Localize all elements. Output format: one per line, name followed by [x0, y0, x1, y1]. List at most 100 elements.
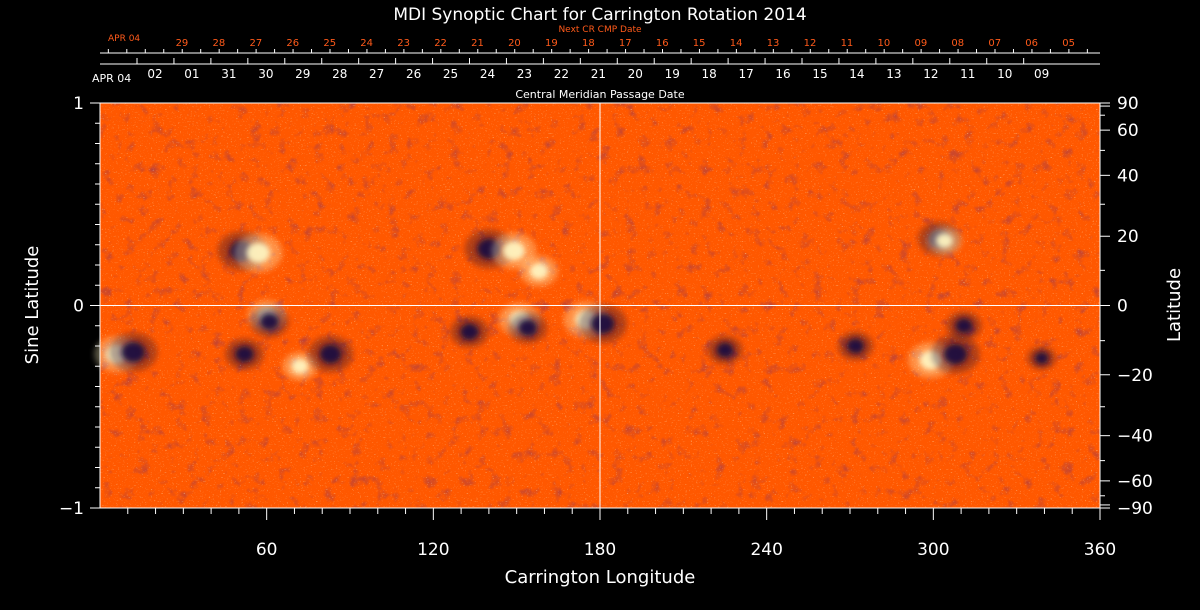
y-tick-label-right: 20	[1117, 227, 1139, 247]
next-rotation-day-label: 21	[471, 38, 484, 49]
negative-polarity-region	[716, 342, 734, 358]
next-rotation-day-label: 13	[767, 38, 780, 49]
y-tick-label-right: 0	[1117, 297, 1128, 317]
cmp-day-label: 28	[332, 67, 347, 81]
negative-polarity-region	[1034, 351, 1049, 365]
positive-polarity-region	[246, 242, 271, 264]
y-tick-label-left: 1	[73, 94, 84, 114]
chart-title: MDI Synoptic Chart for Carrington Rotati…	[393, 5, 806, 25]
x-tick-label: 240	[750, 540, 782, 560]
next-rotation-start-label: APR 04	[108, 34, 140, 44]
cmp-day-label: 14	[849, 67, 864, 81]
cmp-day-label: 09	[1034, 67, 1049, 81]
y-axis-label-left: Sine Latitude	[22, 246, 43, 365]
next-rotation-day-label: 06	[1025, 38, 1038, 49]
y-tick-label-right: 40	[1117, 166, 1139, 186]
cmp-day-label: 10	[997, 67, 1012, 81]
next-rotation-day-label: 22	[434, 38, 447, 49]
next-rotation-day-label: 09	[914, 38, 927, 49]
y-tick-label-left: −1	[59, 499, 84, 519]
negative-polarity-region	[459, 323, 480, 341]
cmp-day-label: 22	[554, 67, 569, 81]
next-rotation-day-label: 20	[508, 38, 521, 49]
negative-polarity-region	[319, 344, 342, 364]
cmp-day-label: 12	[923, 67, 938, 81]
y-tick-label-right: −90	[1117, 499, 1153, 519]
magnetic-regions	[94, 221, 1057, 381]
next-rotation-axis-label: Next CR CMP Date	[558, 25, 642, 35]
y-tick-label-right: 60	[1117, 121, 1139, 141]
x-tick-label: 300	[917, 540, 949, 560]
x-tick-label: 360	[1084, 540, 1116, 560]
cmp-day-label: 21	[591, 67, 606, 81]
positive-polarity-region	[529, 262, 549, 280]
y-axis-right: 90 60 40 20 0 −20 −40 −60 −90	[1100, 94, 1153, 519]
next-rotation-day-label: 10	[878, 38, 891, 49]
cmp-day-label: 15	[812, 67, 827, 81]
y-axis-label-right: Latitude	[1164, 268, 1185, 342]
negative-polarity-region	[943, 343, 968, 365]
negative-polarity-region	[234, 345, 255, 363]
next-rotation-day-label: 18	[582, 38, 595, 49]
cmp-day-label: 27	[369, 67, 384, 81]
next-rotation-day-label: 29	[176, 38, 189, 49]
cmp-day-label: 30	[258, 67, 273, 81]
next-rotation-day-label: 14	[730, 38, 743, 49]
next-rotation-date-axis: APR 04 29 28 27 26 25 24 23 22 21 20 19 18 17 16 15 14 1…	[100, 34, 1100, 54]
next-rotation-day-label: 08	[951, 38, 964, 49]
next-rotation-day-label: 11	[841, 38, 854, 49]
cmp-day-label: 17	[738, 67, 753, 81]
cmp-day-label: 11	[960, 67, 975, 81]
negative-polarity-region	[846, 338, 865, 354]
y-tick-label-right: −40	[1117, 427, 1153, 447]
cmp-day-label: 31	[221, 67, 236, 81]
next-rotation-day-label: 12	[804, 38, 817, 49]
cmp-day-label: 01	[184, 67, 199, 81]
x-tick-label: 60	[256, 540, 278, 560]
y-tick-label-right: 90	[1117, 94, 1139, 114]
next-rotation-day-label: 27	[249, 38, 262, 49]
x-axis-label: Carrington Longitude	[505, 567, 696, 588]
cmp-date-axis: APR 04 02 01 31 30 29 28 27 26 25 24 23 22 21 20 19 18 1…	[92, 58, 1100, 85]
next-rotation-day-label: 24	[360, 38, 373, 49]
negative-polarity-region	[955, 318, 973, 334]
next-rotation-day-label: 07	[988, 38, 1001, 49]
next-rotation-day-label: 16	[656, 38, 669, 49]
cmp-day-label: 25	[443, 67, 458, 81]
negative-polarity-region	[259, 313, 280, 331]
negative-polarity-region	[590, 313, 615, 335]
cmp-start-label: APR 04	[92, 72, 131, 85]
y-tick-label-right: −20	[1117, 366, 1153, 386]
cmp-day-label: 16	[775, 67, 790, 81]
cmp-day-label: 24	[480, 67, 495, 81]
negative-polarity-region	[121, 341, 146, 363]
negative-polarity-region	[518, 319, 538, 337]
next-rotation-day-label: 05	[1062, 38, 1075, 49]
cmp-day-label: 18	[702, 67, 717, 81]
y-tick-label-left: 0	[73, 297, 84, 317]
cmp-day-label: 02	[147, 67, 162, 81]
x-tick-label: 120	[417, 540, 449, 560]
next-rotation-day-label: 19	[545, 38, 558, 49]
next-rotation-day-label: 28	[213, 38, 226, 49]
y-axis-left: 1 0 −1	[59, 94, 100, 519]
next-rotation-day-label: 26	[286, 38, 299, 49]
cmp-day-label: 23	[517, 67, 532, 81]
next-rotation-day-label: 23	[397, 38, 410, 49]
x-axis: 60 120 180 240 300 360	[127, 508, 1116, 560]
y-tick-label-right: −60	[1117, 472, 1153, 492]
x-tick-label: 180	[584, 540, 616, 560]
next-rotation-day-label: 25	[323, 38, 336, 49]
cmp-day-label: 19	[665, 67, 680, 81]
cmp-day-label: 20	[628, 67, 643, 81]
cmp-day-label: 29	[295, 67, 310, 81]
cmp-axis-label: Central Meridian Passage Date	[515, 88, 684, 101]
positive-polarity-region	[502, 241, 526, 261]
positive-polarity-region	[935, 233, 954, 249]
next-rotation-day-label: 17	[619, 38, 632, 49]
cmp-day-label: 13	[886, 67, 901, 81]
positive-polarity-region	[291, 358, 309, 374]
cmp-day-label: 26	[406, 67, 421, 81]
next-rotation-day-label: 15	[693, 38, 706, 49]
